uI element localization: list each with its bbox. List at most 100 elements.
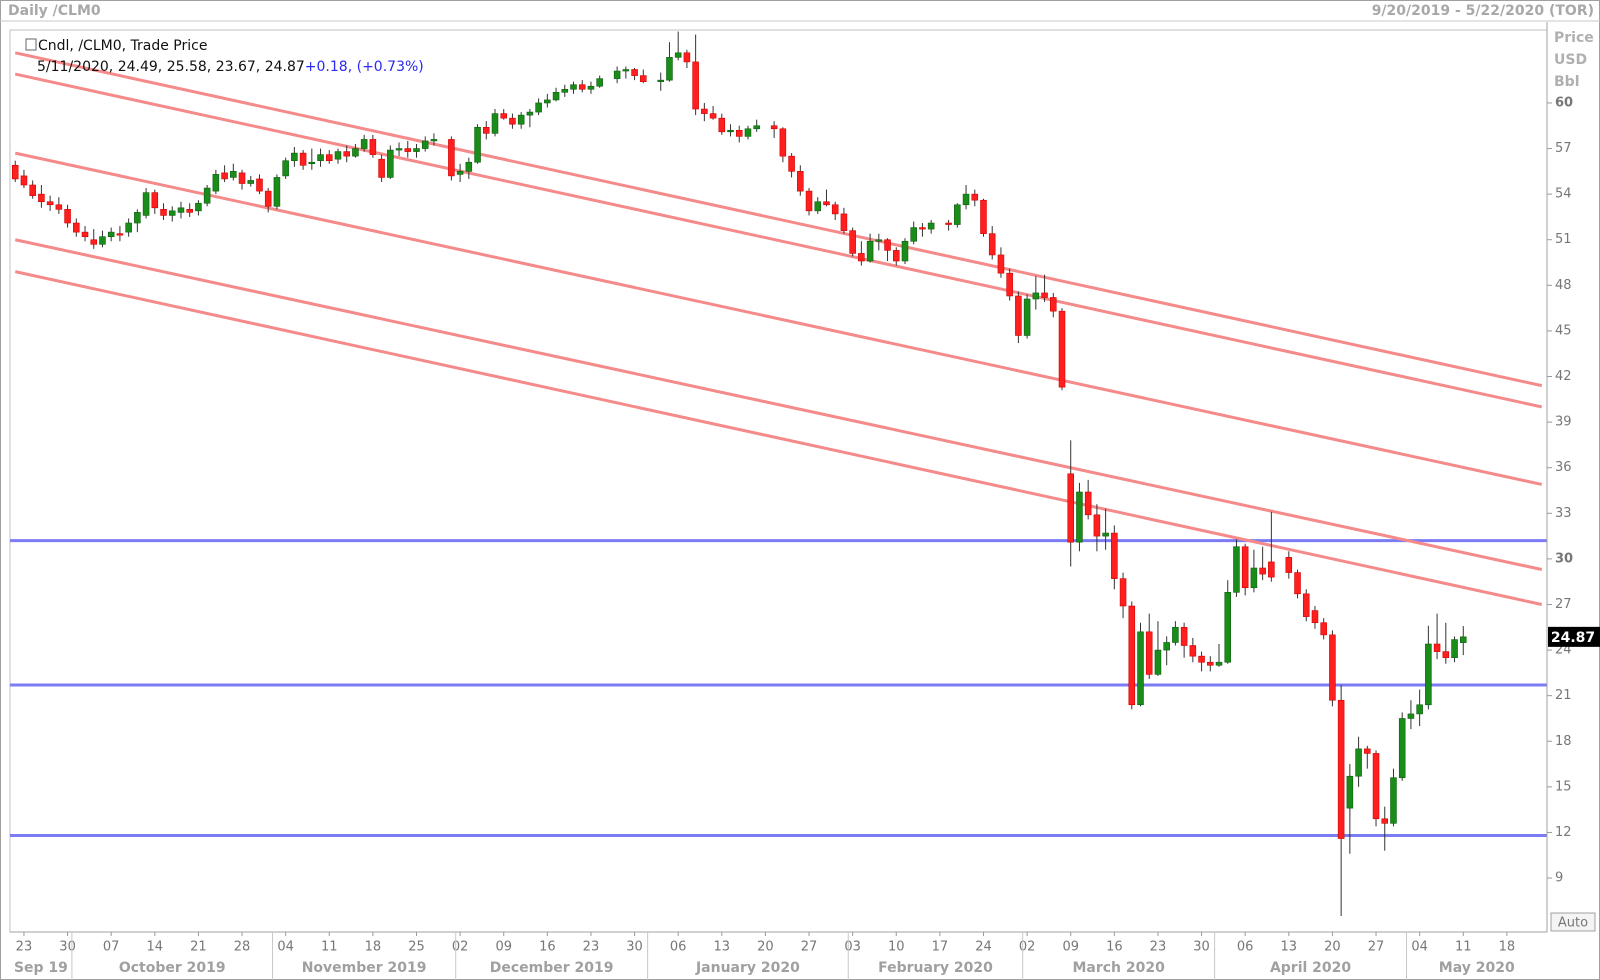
- candle-body: [561, 88, 569, 93]
- ohlc-readout: 5/11/2020, 24.49, 25.58, 23.67, 24.87+0.…: [37, 59, 424, 75]
- month-label: October 2019: [119, 960, 226, 976]
- candle-body: [1355, 748, 1362, 777]
- trendline: [14, 270, 1543, 606]
- candle-body: [1416, 704, 1423, 715]
- candle-body: [613, 70, 621, 79]
- candle-body: [325, 154, 333, 162]
- x-tick-label: 13: [1281, 940, 1298, 955]
- x-tick-label: 20: [1324, 940, 1341, 955]
- y-tick-label: 39: [1555, 415, 1572, 430]
- candle-body: [910, 227, 917, 242]
- candle-body: [954, 204, 961, 225]
- candle-body: [823, 201, 830, 206]
- candle-body: [814, 201, 822, 212]
- candle-body: [727, 130, 734, 133]
- candle-body: [552, 92, 560, 101]
- range-start: 9/20/2019: [1372, 3, 1450, 19]
- candle-body: [744, 128, 752, 137]
- trendline: [14, 151, 1543, 486]
- auto-button-box[interactable]: [1550, 912, 1596, 932]
- candle-body: [256, 178, 263, 192]
- x-tick-label: 03: [844, 940, 861, 955]
- x-tick-label: 30: [59, 940, 76, 955]
- x-tick-label: 20: [757, 940, 774, 955]
- candle-body: [657, 79, 665, 82]
- candle-body: [360, 139, 368, 149]
- candle-body: [840, 213, 848, 231]
- candle-body: [352, 148, 359, 157]
- y-tick-label: 54: [1555, 187, 1572, 202]
- time-axis: 23 30 07 14 21 28 04 11 18 25 02 09 16 23 30 06 13 20 27 03…: [14, 932, 1515, 980]
- candle-body: [1145, 631, 1153, 675]
- y-tick-label: 60: [1555, 95, 1573, 110]
- y-tick-label: 30: [1555, 551, 1573, 566]
- x-tick-label: 23: [583, 940, 600, 955]
- x-tick-label: 06: [670, 940, 687, 955]
- candle-body: [99, 236, 106, 245]
- candle-body: [413, 148, 420, 152]
- y-tick-label: 51: [1555, 232, 1572, 247]
- candle-body: [1172, 626, 1179, 643]
- axis-unit: Bbl: [1554, 74, 1580, 90]
- candle-body: [1241, 546, 1249, 589]
- candle-body: [125, 222, 132, 233]
- auto-button-label[interactable]: Auto: [1558, 916, 1588, 931]
- candle-body: [1189, 645, 1197, 657]
- candle-body: [1398, 718, 1406, 779]
- x-tick-label: 09: [1062, 940, 1079, 955]
- candle-body: [1433, 643, 1441, 652]
- candle-body: [1294, 572, 1301, 595]
- candle-body: [1093, 514, 1101, 537]
- candle-body: [203, 187, 211, 204]
- y-tick-label: 42: [1555, 369, 1572, 384]
- candle-body: [858, 253, 865, 262]
- month-label: February 2020: [878, 960, 993, 976]
- candle-body: [46, 201, 54, 206]
- month-label: January 2020: [695, 960, 800, 976]
- candle-body: [1372, 753, 1380, 820]
- month-label: Sep 19: [14, 960, 68, 976]
- candle-body: [1451, 639, 1458, 658]
- candle-body: [919, 227, 926, 230]
- y-tick-label: 18: [1555, 734, 1572, 749]
- candle-body: [238, 172, 246, 184]
- month-label: April 2020: [1270, 960, 1351, 976]
- candle-body: [81, 231, 89, 237]
- readout-high: 25.58: [167, 59, 207, 75]
- candle-body: [927, 222, 935, 230]
- candle-body: [884, 239, 891, 251]
- candle-body: [212, 174, 220, 192]
- candle-body: [1337, 699, 1345, 839]
- y-tick-label: 48: [1555, 278, 1572, 293]
- candle-body: [1407, 713, 1415, 719]
- candle-body: [1285, 557, 1293, 573]
- x-tick-label: 18: [365, 940, 382, 955]
- readout-open: 24.49: [118, 59, 158, 75]
- candle-body: [1041, 292, 1048, 298]
- x-tick-label: 21: [190, 940, 207, 955]
- candle-body: [1320, 622, 1327, 636]
- candle-body: [1137, 631, 1144, 706]
- x-tick-label: 30: [1193, 940, 1210, 955]
- candle-body: [805, 190, 813, 212]
- candle-body: [299, 152, 307, 166]
- candle-body: [465, 161, 473, 172]
- candle-body: [544, 99, 551, 104]
- candle-body: [1023, 298, 1031, 336]
- study-icon[interactable]: [25, 38, 37, 51]
- candle-body: [622, 69, 630, 72]
- candle-body: [1311, 610, 1319, 624]
- candle-body: [273, 177, 281, 207]
- readout-low: 23.67: [216, 59, 256, 75]
- candle-body: [343, 151, 350, 157]
- auto-button[interactable]: Auto: [1550, 912, 1596, 932]
- y-tick-label: 27: [1555, 597, 1572, 612]
- candle-body: [1163, 642, 1170, 651]
- candle-body: [116, 233, 124, 236]
- candle-body: [456, 171, 464, 175]
- candle-body: [291, 152, 298, 162]
- range-end: 5/22/2020: [1466, 3, 1545, 19]
- candle-body: [1067, 473, 1074, 543]
- candle-body: [971, 193, 979, 201]
